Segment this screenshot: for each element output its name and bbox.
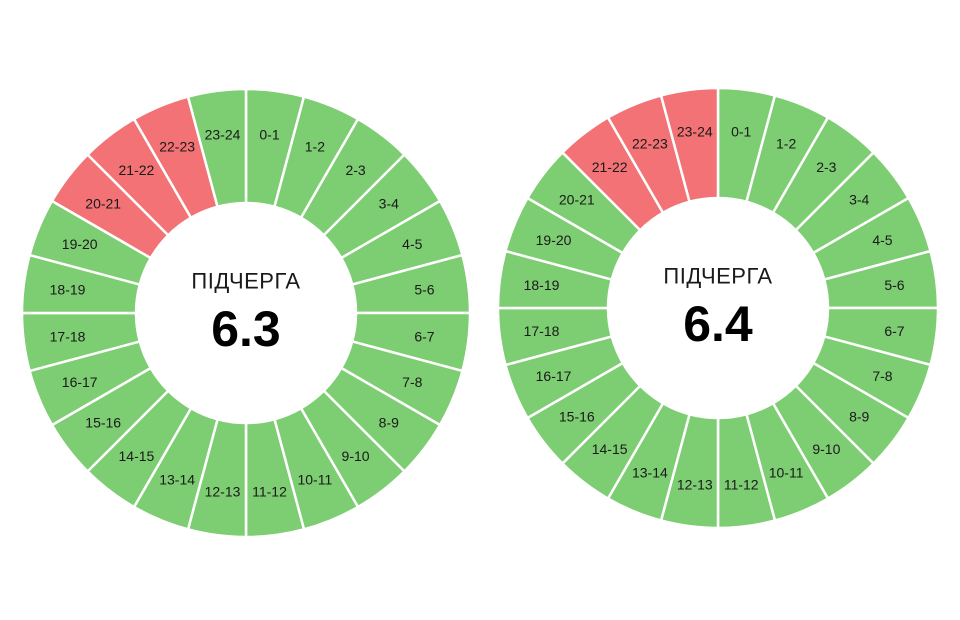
hour-label-15-16: 15-16 xyxy=(85,415,121,431)
hour-label-9-10: 9-10 xyxy=(342,448,370,464)
donut-chart-2: 0-1 1-2 2-3 3-4 4-5 5-6 6-7 7-8 8-9 9-10 10-11 11-1… xyxy=(496,86,940,530)
hour-label-2-3: 2-3 xyxy=(816,159,836,175)
hour-label-1-2: 1-2 xyxy=(305,139,325,155)
hour-label-22-23: 22-23 xyxy=(159,139,195,155)
hour-label-13-14: 13-14 xyxy=(159,471,195,487)
hour-label-21-22: 21-22 xyxy=(592,159,628,175)
hour-label-18-19: 18-19 xyxy=(524,277,560,293)
hour-label-7-8: 7-8 xyxy=(872,368,892,384)
center-caption: ПІДЧЕРГА xyxy=(663,264,772,289)
hour-label-6-7: 6-7 xyxy=(414,328,434,344)
hour-label-18-19: 18-19 xyxy=(50,282,86,298)
hour-label-11-12: 11-12 xyxy=(724,476,759,492)
hour-label-5-6: 5-6 xyxy=(884,277,904,293)
hour-label-19-20: 19-20 xyxy=(536,232,572,248)
hour-label-0-1: 0-1 xyxy=(259,127,279,143)
hour-label-16-17: 16-17 xyxy=(62,374,98,390)
hour-label-4-5: 4-5 xyxy=(872,232,892,248)
hour-label-20-21: 20-21 xyxy=(559,192,595,208)
hour-label-15-16: 15-16 xyxy=(559,408,595,424)
hour-label-16-17: 16-17 xyxy=(536,368,572,384)
hour-label-2-3: 2-3 xyxy=(345,162,365,178)
hour-label-7-8: 7-8 xyxy=(402,374,422,390)
hour-label-23-24: 23-24 xyxy=(205,127,241,143)
hour-label-22-23: 22-23 xyxy=(632,136,668,152)
hour-label-19-20: 19-20 xyxy=(62,236,98,252)
hour-label-4-5: 4-5 xyxy=(402,236,422,252)
hour-label-5-6: 5-6 xyxy=(414,282,434,298)
donut-center xyxy=(609,199,827,417)
center-caption: ПІДЧЕРГА xyxy=(191,269,300,294)
hour-label-3-4: 3-4 xyxy=(849,192,869,208)
hour-label-8-9: 8-9 xyxy=(849,408,869,424)
hour-label-11-12: 11-12 xyxy=(252,483,287,499)
hour-label-13-14: 13-14 xyxy=(632,464,668,480)
hour-label-20-21: 20-21 xyxy=(85,195,121,211)
hour-label-10-11: 10-11 xyxy=(769,464,804,480)
hour-label-10-11: 10-11 xyxy=(297,471,332,487)
hour-label-17-18: 17-18 xyxy=(524,323,560,339)
hour-label-14-15: 14-15 xyxy=(592,441,628,457)
center-number: 6.3 xyxy=(211,301,281,357)
hour-label-17-18: 17-18 xyxy=(50,328,86,344)
hour-label-12-13: 12-13 xyxy=(677,476,713,492)
donut-center xyxy=(137,204,355,422)
hour-label-3-4: 3-4 xyxy=(379,195,399,211)
hour-label-8-9: 8-9 xyxy=(379,415,399,431)
hour-label-1-2: 1-2 xyxy=(776,136,796,152)
hour-label-14-15: 14-15 xyxy=(119,448,155,464)
hour-label-12-13: 12-13 xyxy=(205,483,241,499)
hour-label-0-1: 0-1 xyxy=(731,124,751,140)
hour-segment-23-24 xyxy=(186,87,248,209)
hour-label-6-7: 6-7 xyxy=(884,323,904,339)
hour-label-23-24: 23-24 xyxy=(677,124,713,140)
center-number: 6.4 xyxy=(683,296,753,352)
hour-label-9-10: 9-10 xyxy=(812,441,840,457)
donut-chart-1: 0-1 1-2 2-3 3-4 4-5 5-6 6-7 7-8 8-9 9-10 10-11 11-1… xyxy=(20,87,472,539)
hour-segment-23-24 xyxy=(659,86,720,204)
hour-label-21-22: 21-22 xyxy=(119,162,155,178)
